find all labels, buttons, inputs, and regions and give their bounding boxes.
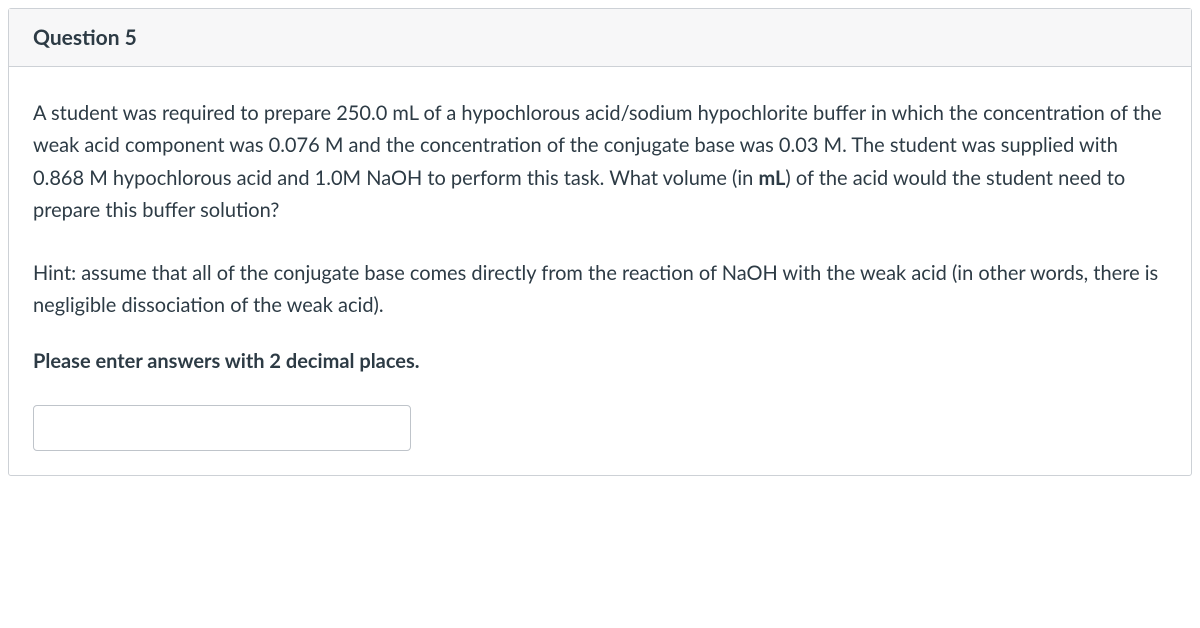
instruction-text: Please enter answers with 2 decimal plac…	[33, 345, 1167, 377]
question-header: Question 5	[9, 9, 1191, 67]
answer-input[interactable]	[33, 405, 411, 451]
hint-text: Hint: assume that all of the conjugate b…	[33, 257, 1167, 322]
question-title: Question 5	[33, 25, 1167, 50]
question-card: Question 5 A student was required to pre…	[8, 8, 1192, 476]
prompt-unit: mL	[758, 166, 785, 190]
question-body: A student was required to prepare 250.0 …	[9, 67, 1191, 475]
question-prompt: A student was required to prepare 250.0 …	[33, 97, 1167, 227]
